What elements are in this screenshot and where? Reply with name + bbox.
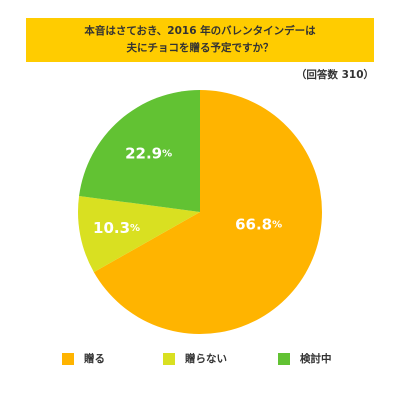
legend-label-give: 贈る	[84, 353, 105, 365]
legend-swatch-give	[62, 352, 74, 365]
legend-item-not-give: 贈らない	[163, 351, 227, 366]
slice-label-considering: 22.9%	[125, 144, 172, 162]
title-line-1: 本音はさておき、2016 年のバレンタインデーは	[84, 25, 316, 37]
slice-give	[93, 90, 322, 334]
title-line-2: 夫にチョコを贈る予定ですか？	[126, 42, 274, 54]
legend-label-considering: 検討中	[300, 353, 332, 365]
slice-considering	[79, 90, 200, 212]
slice-label-not-give: 10.3%	[93, 219, 140, 237]
legend: 贈る 贈らない 検討中	[0, 351, 400, 371]
legend-item-give: 贈る	[62, 351, 105, 366]
title-banner: 本音はさておき、2016 年のバレンタインデーは 夫にチョコを贈る予定ですか？	[26, 18, 374, 62]
response-count: （回答数 310）	[295, 69, 374, 81]
legend-swatch-considering	[278, 352, 290, 365]
slice-label-give: 66.8%	[235, 216, 282, 234]
legend-swatch-not-give	[163, 352, 175, 365]
legend-label-not-give: 贈らない	[185, 353, 227, 365]
pie-chart: 66.8% 10.3% 22.9%	[77, 90, 322, 334]
slice-not-give	[77, 195, 200, 273]
legend-item-considering: 検討中	[278, 351, 332, 366]
